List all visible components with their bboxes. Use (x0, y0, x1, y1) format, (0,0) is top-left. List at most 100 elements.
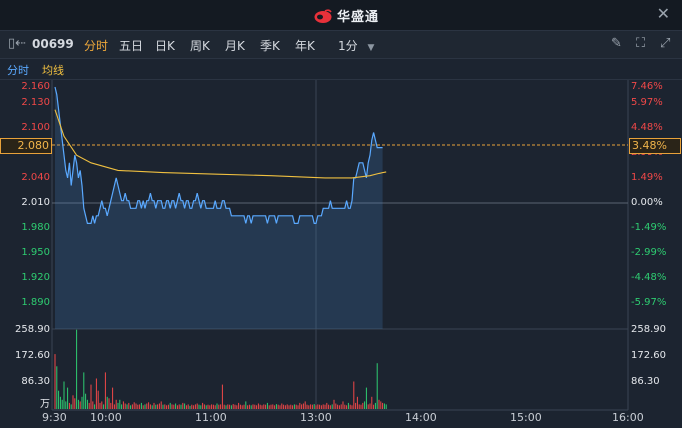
volume-bar (301, 404, 303, 409)
volume-bar (268, 405, 270, 409)
price-tick: 1.890 (21, 297, 50, 308)
volume-bar (306, 404, 308, 409)
volume-bar (241, 405, 243, 409)
volume-bar (265, 404, 267, 409)
tab-monthly-k[interactable]: 月K (225, 39, 245, 53)
volume-tick: 258.90 (631, 324, 666, 335)
price-tick: 2.010 (21, 197, 50, 208)
time-tick: 9:30 (42, 411, 67, 424)
tab-daily-k[interactable]: 日K (155, 39, 175, 53)
volume-bar (351, 405, 353, 409)
volume-bar (193, 405, 195, 409)
volume-bar (140, 402, 142, 409)
volume-bar (169, 402, 171, 409)
legend-time-share: 分时 (7, 64, 29, 77)
volume-bar (196, 403, 198, 409)
volume-bar (94, 404, 96, 409)
brand: 华盛通 (313, 6, 379, 25)
volume-bar (353, 381, 355, 409)
volume-bar (347, 402, 349, 409)
stock-code: 00699 (32, 37, 74, 51)
volume-bar (85, 393, 87, 409)
volume-bar (203, 404, 205, 409)
volume-bar (216, 403, 218, 409)
collapse-panel-icon[interactable]: ▯⇠ (8, 36, 27, 51)
volume-bar (160, 401, 162, 409)
volume-bar (297, 405, 299, 409)
price-tick: 2.130 (21, 97, 50, 108)
volume-bar (385, 404, 387, 409)
pct-tick: -1.49% (631, 222, 667, 233)
volume-bar (243, 404, 245, 409)
volume-bar (274, 405, 276, 409)
volume-bar (178, 404, 180, 409)
volume-bar (175, 403, 177, 409)
volume-bar (135, 403, 137, 409)
volume-bar (54, 354, 56, 409)
volume-bar (149, 404, 151, 409)
legend-average: 均线 (42, 64, 64, 77)
tab-five-day[interactable]: 五日 (119, 39, 144, 53)
volume-tick: 86.30 (21, 376, 50, 387)
volume-bar (194, 404, 196, 409)
volume-bar (250, 405, 252, 409)
volume-bar (286, 404, 288, 409)
volume-bar (202, 402, 204, 409)
volume-bar (207, 404, 209, 409)
volume-bar (252, 404, 254, 409)
pen-icon[interactable]: ✎ (611, 36, 622, 51)
volume-bar (322, 404, 324, 409)
time-tick: 10:00 (90, 411, 122, 424)
fullscreen-icon[interactable]: ⛶ (636, 36, 646, 51)
volume-bar (299, 402, 301, 409)
tab-intraday[interactable]: 分时 (84, 39, 109, 53)
volume-bar (214, 405, 216, 409)
volume-bar (59, 396, 61, 409)
volume-bar (304, 401, 306, 409)
volume-bar (239, 404, 241, 409)
pct-tick: -2.99% (631, 247, 667, 258)
interval-value: 1分 (338, 39, 358, 53)
volume-bar (209, 405, 211, 409)
volume-bar (72, 395, 74, 409)
volume-bar (205, 405, 207, 409)
expand-icon[interactable]: ⤢ (660, 36, 671, 51)
chevron-down-icon: ▼ (367, 43, 375, 53)
volume-bar (364, 401, 366, 409)
volume-tick: 258.90 (15, 324, 50, 335)
volume-bar (319, 404, 321, 409)
interval-select[interactable]: 1分 ▼ (338, 37, 374, 54)
volume-bar (63, 381, 65, 409)
current-price-tag: 2.080 (0, 138, 52, 154)
volume-bar (355, 402, 357, 409)
pct-tick: 7.46% (631, 81, 663, 92)
volume-bar (383, 403, 385, 409)
volume-bar (148, 402, 150, 409)
volume-bar (236, 405, 238, 409)
pct-tick: -5.97% (631, 297, 667, 308)
volume-bar (302, 403, 304, 409)
tab-yearly-k[interactable]: 年K (295, 39, 315, 53)
volume-bar (90, 384, 92, 409)
volume-bar (238, 402, 240, 409)
close-icon[interactable]: ✕ (656, 4, 670, 23)
chart-legend: 分时 均线 (0, 59, 682, 80)
tab-quarterly-k[interactable]: 季K (260, 39, 280, 53)
tab-weekly-k[interactable]: 周K (190, 39, 210, 53)
price-tick: 1.920 (21, 272, 50, 283)
volume-bar (356, 396, 358, 409)
volume-bar (293, 404, 295, 409)
volume-bar (223, 404, 225, 409)
volume-bar (275, 404, 277, 409)
volume-bar (187, 404, 189, 409)
volume-bar (382, 402, 384, 409)
volume-bar (115, 399, 117, 409)
volume-bar (128, 402, 130, 409)
logo-icon (314, 8, 332, 23)
volume-bar (119, 399, 121, 409)
volume-bar (117, 402, 119, 409)
volume-bar (162, 404, 164, 409)
volume-bar (58, 390, 60, 409)
volume-bar (256, 405, 258, 409)
